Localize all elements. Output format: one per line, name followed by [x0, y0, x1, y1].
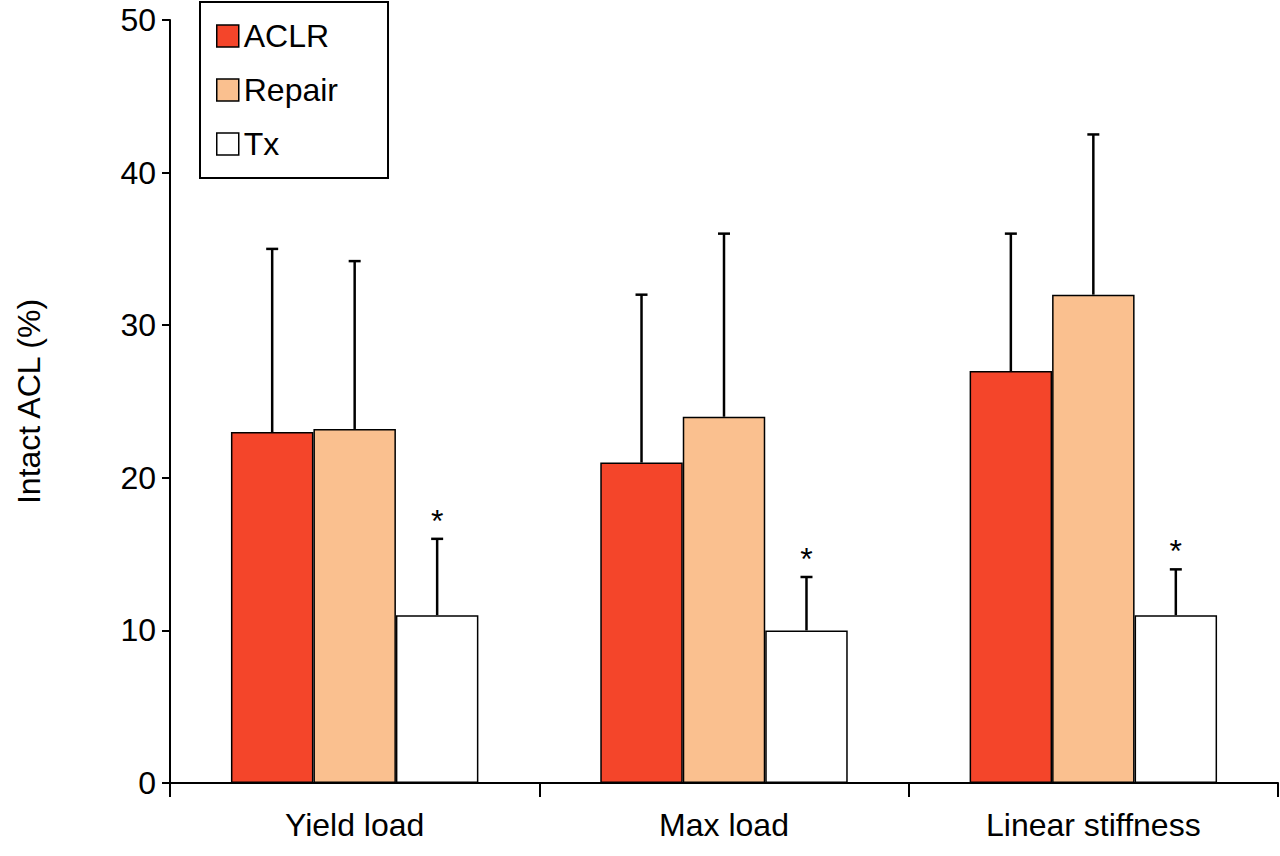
svg-text:*: *	[431, 503, 443, 539]
svg-text:0: 0	[138, 765, 156, 801]
svg-text:50: 50	[120, 2, 156, 38]
svg-text:ACLR: ACLR	[244, 18, 329, 54]
svg-text:40: 40	[120, 155, 156, 191]
svg-text:*: *	[1170, 533, 1182, 569]
svg-text:Tx: Tx	[244, 126, 280, 162]
svg-text:Max load: Max load	[659, 807, 789, 843]
svg-text:*: *	[800, 541, 812, 577]
svg-text:10: 10	[120, 612, 156, 648]
svg-text:Repair: Repair	[244, 72, 339, 108]
svg-text:Yield load: Yield load	[285, 807, 424, 843]
svg-text:Intact ACL (%): Intact ACL (%)	[11, 299, 47, 504]
svg-text:30: 30	[120, 307, 156, 343]
svg-text:Linear stiffness: Linear stiffness	[986, 807, 1201, 843]
svg-text:20: 20	[120, 460, 156, 496]
